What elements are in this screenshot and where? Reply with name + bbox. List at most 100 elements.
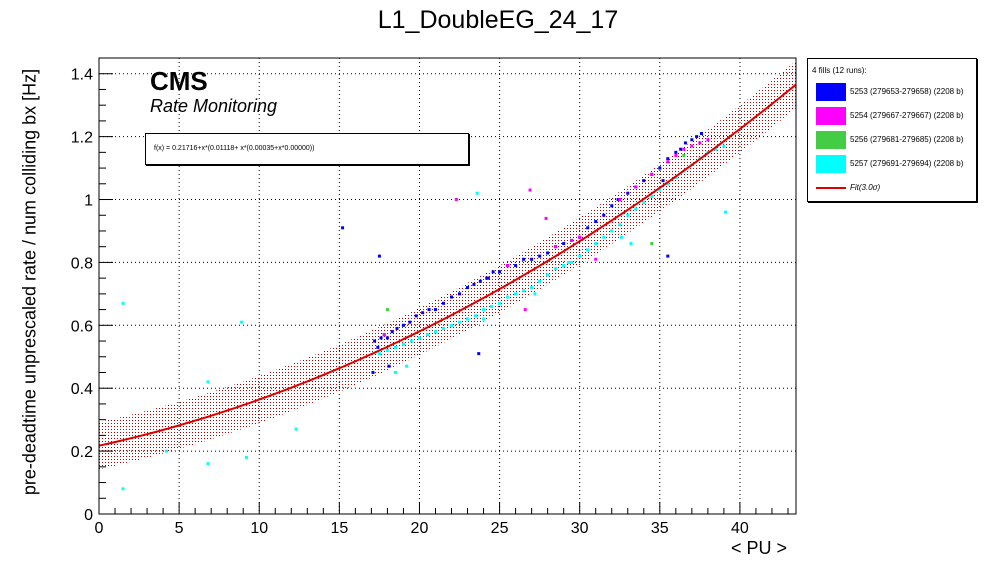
data-point [466, 286, 470, 290]
data-point [594, 257, 598, 261]
data-point [401, 323, 405, 327]
data-point [421, 311, 425, 315]
legend-line-fit [816, 187, 846, 189]
y-tick-label: 0.2 [71, 444, 93, 461]
data-point [690, 138, 694, 142]
data-point [417, 336, 421, 340]
data-point [554, 267, 558, 271]
data-point [522, 257, 526, 261]
data-point [570, 238, 574, 242]
data-point [602, 235, 606, 239]
legend-item-5256: 5256 (279681-279685) (2208 b) [812, 131, 974, 151]
data-point [475, 191, 479, 195]
data-point [533, 292, 537, 296]
data-point [666, 160, 670, 164]
x-tick-label: 10 [250, 520, 268, 537]
data-point [594, 220, 598, 224]
x-tick-label: 15 [330, 520, 348, 537]
data-point [650, 242, 654, 246]
data-point [405, 364, 409, 368]
data-point [409, 339, 413, 343]
data-point [562, 242, 566, 246]
data-point [528, 188, 532, 192]
data-point [616, 198, 620, 202]
data-point [244, 455, 248, 459]
data-point [629, 242, 633, 246]
data-point [450, 295, 454, 299]
legend-header: 4 fills (12 runs): [812, 66, 867, 75]
plot-frame [98, 57, 797, 515]
legend-label-5256: 5256 (279681-279685) (2208 b) [850, 135, 964, 144]
data-point [562, 264, 566, 268]
legend-swatch-5253 [816, 83, 846, 101]
data-point [699, 131, 703, 135]
data-point [634, 185, 638, 189]
data-point [538, 279, 542, 283]
data-point [618, 223, 622, 227]
data-point [566, 260, 570, 264]
data-point [433, 308, 437, 312]
data-point [594, 242, 598, 246]
data-point [458, 292, 462, 296]
data-point [698, 141, 702, 145]
data-point [206, 380, 210, 384]
legend-label-5257: 5257 (279691-279694) (2208 b) [850, 159, 964, 168]
data-point [206, 462, 210, 466]
y-axis-label: pre-deadtime unprescaled rate / num coll… [19, 68, 40, 496]
data-point [554, 245, 558, 249]
data-point [472, 282, 476, 286]
data-point [414, 314, 418, 318]
legend-item-5253: 5253 (279653-279658) (2208 b) [812, 83, 974, 103]
data-point [408, 320, 412, 324]
data-point [387, 364, 391, 368]
data-point [523, 308, 527, 312]
fit-uncertainty-band [99, 60, 796, 470]
data-point [382, 333, 386, 337]
legend: 4 fills (12 runs): 5253 (279653-279658) … [807, 58, 977, 202]
data-point [706, 138, 710, 142]
data-point [522, 289, 526, 293]
data-point [450, 323, 454, 327]
legend-item-fit: Fit(3.0σ) [812, 179, 974, 199]
fit-formula-text: f(x) = 0.21716+x*(0.01118+ x*(0.00035+x*… [154, 145, 315, 152]
data-point [658, 166, 662, 170]
data-point [121, 301, 125, 305]
data-point [486, 276, 490, 280]
data-point [121, 487, 125, 491]
data-point [723, 210, 727, 214]
x-tick-label: 30 [571, 520, 589, 537]
data-point [371, 370, 375, 374]
data-point [466, 317, 470, 321]
data-point [546, 273, 550, 277]
cms-label: CMS [150, 66, 208, 96]
fit-curve-group [98, 83, 797, 447]
data-point [385, 336, 389, 340]
data-point [683, 141, 687, 145]
data-point [478, 279, 482, 283]
legend-item-5254: 5254 (279667-279667) (2208 b) [812, 107, 974, 127]
data-point [454, 198, 458, 202]
data-point [586, 248, 590, 252]
data-point [578, 254, 582, 258]
data-point [294, 427, 298, 431]
data-point [546, 251, 550, 255]
legend-label-5254: 5254 (279667-279667) (2208 b) [850, 111, 964, 120]
fit-band [99, 60, 796, 470]
legend-item-5257: 5257 (279691-279694) (2208 b) [812, 155, 974, 175]
data-point [393, 345, 397, 349]
data-point [618, 198, 622, 202]
data-point [498, 270, 502, 274]
y-tick-label: 0 [84, 507, 93, 524]
data-point [619, 235, 623, 239]
data-point [441, 301, 445, 305]
data-point [658, 188, 662, 192]
data-point [514, 292, 518, 296]
data-point [425, 333, 429, 337]
x-tick-label: 0 [95, 520, 104, 537]
data-point [666, 157, 670, 161]
data-point [164, 449, 168, 453]
y-tick-label: 1.2 [71, 130, 93, 147]
x-tick-label: 20 [411, 520, 429, 537]
data-point [538, 254, 542, 258]
data-point [482, 308, 486, 312]
